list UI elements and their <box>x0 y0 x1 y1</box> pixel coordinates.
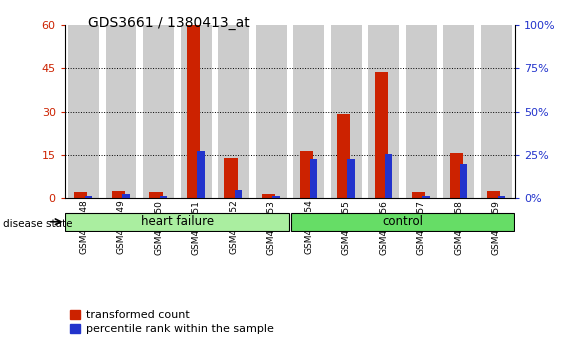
Bar <box>149 193 163 198</box>
Bar <box>262 194 275 198</box>
Bar <box>74 193 87 198</box>
Bar <box>444 25 474 198</box>
Bar <box>487 191 501 198</box>
Bar <box>225 158 238 198</box>
Bar <box>406 25 437 198</box>
Text: control: control <box>382 215 423 228</box>
Bar <box>331 25 361 198</box>
Bar <box>160 196 167 198</box>
Bar <box>368 25 399 198</box>
Text: disease state: disease state <box>3 219 72 229</box>
Text: heart failure: heart failure <box>141 215 214 228</box>
Bar <box>412 193 425 198</box>
Bar <box>450 153 463 198</box>
Legend: transformed count, percentile rank within the sample: transformed count, percentile rank withi… <box>70 310 274 334</box>
Bar <box>187 25 200 198</box>
Bar <box>235 190 242 198</box>
Bar <box>256 25 287 198</box>
Bar <box>481 25 512 198</box>
Bar <box>422 196 430 198</box>
Bar <box>385 154 392 198</box>
Bar <box>272 196 280 198</box>
Bar <box>460 164 467 198</box>
Bar <box>181 25 212 198</box>
Text: GDS3661 / 1380413_at: GDS3661 / 1380413_at <box>88 16 250 30</box>
Bar <box>300 150 312 198</box>
Bar <box>293 25 324 198</box>
Bar <box>68 25 99 198</box>
Bar <box>337 114 350 198</box>
Bar <box>143 25 174 198</box>
Bar <box>498 196 505 198</box>
Bar <box>112 191 125 198</box>
Bar <box>218 25 249 198</box>
Bar <box>347 159 355 198</box>
Bar <box>291 213 515 231</box>
Bar <box>84 196 92 198</box>
Bar <box>65 213 289 231</box>
Bar <box>374 73 388 198</box>
Bar <box>197 150 205 198</box>
Bar <box>310 159 318 198</box>
Bar <box>106 25 136 198</box>
Bar <box>122 194 129 198</box>
